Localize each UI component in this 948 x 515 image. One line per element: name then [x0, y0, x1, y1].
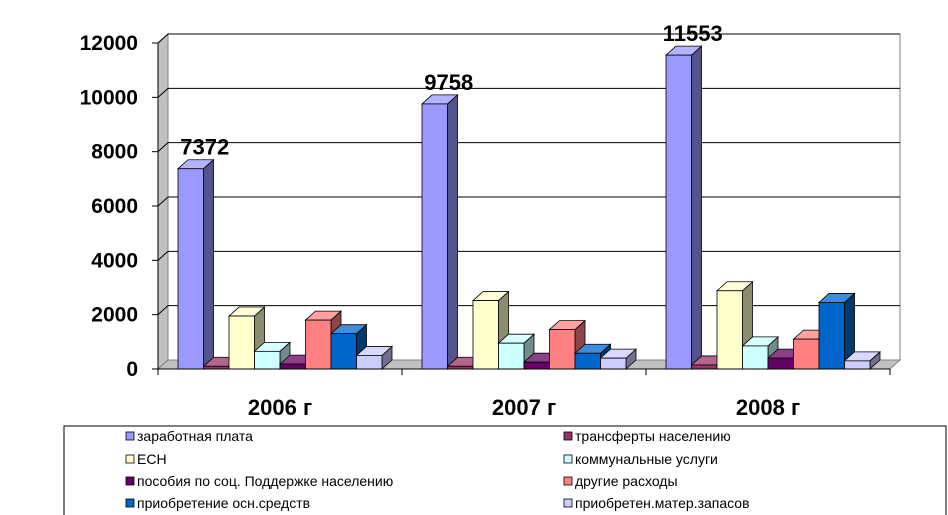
- legend-label: приобретение осн.средств: [137, 495, 310, 511]
- legend-swatch: [563, 498, 573, 508]
- legend-entry: другие расходы: [563, 473, 678, 489]
- y-tick-label: 12000: [80, 32, 138, 55]
- legend-entry: ЕСН: [125, 451, 167, 467]
- gridline-side: [157, 87, 169, 98]
- legend-label: коммунальные услуги: [575, 451, 718, 467]
- y-tick-label: 8000: [91, 141, 138, 164]
- legend-swatch: [125, 454, 135, 464]
- legend-swatch: [563, 454, 573, 464]
- y-tick-label: 2000: [91, 304, 138, 327]
- x-tick-label: 2006 г: [248, 395, 312, 420]
- legend-label: заработная плата: [137, 428, 253, 444]
- bar: [355, 345, 394, 370]
- data-labels: 7372 9758 11553: [180, 21, 722, 160]
- bar: [599, 348, 638, 370]
- legend-entry: заработная плата: [125, 428, 253, 444]
- bar: [664, 45, 703, 370]
- legend-swatch: [125, 476, 135, 486]
- y-tick-label: 4000: [91, 249, 138, 272]
- data-label: 11553: [663, 21, 723, 46]
- legend-entry: приобретение осн.средств: [125, 495, 310, 511]
- y-tick-label: 10000: [80, 86, 138, 109]
- gridline-side: [157, 250, 169, 261]
- data-label: 9758: [424, 70, 473, 95]
- legend-label: трансферты населению: [575, 428, 731, 444]
- x-tick-label: 2007 г: [492, 395, 556, 420]
- gridline-side: [157, 142, 169, 153]
- gridline-side: [157, 33, 169, 44]
- legend-label: другие расходы: [575, 473, 678, 489]
- gridline-side: [157, 305, 169, 316]
- y-tick-label: 6000: [91, 195, 138, 218]
- y-tick-label: 0: [126, 358, 138, 381]
- legend-swatch: [563, 476, 573, 486]
- bar: [420, 94, 459, 370]
- legend-entry: пособия по соц. Поддержке населению: [125, 473, 393, 489]
- chart-walls: [156, 32, 902, 371]
- gridlines: [157, 33, 900, 316]
- legend-label: пособия по соц. Поддержке населению: [137, 473, 393, 489]
- legend-swatch: [125, 498, 135, 508]
- legend-swatch: [125, 431, 135, 441]
- axes: 0 2000 4000 6000 8000 10000 12000 2006 г 2007 г 2…: [80, 32, 891, 420]
- gridline-side: [157, 196, 169, 207]
- legend-label: ЕСН: [137, 451, 167, 467]
- bar: [843, 350, 882, 370]
- bars: [176, 45, 882, 370]
- legend-entry: коммунальные услуги: [563, 451, 718, 467]
- legend-label: приобретен.матер.запасов: [575, 495, 750, 511]
- legend-box: [63, 425, 947, 515]
- legend-entry: приобретен.матер.запасов: [563, 495, 750, 511]
- data-label: 7372: [180, 135, 229, 160]
- legend: заработная плата трансферты населению ЕСН к…: [63, 425, 947, 515]
- x-tick-label: 2008 г: [736, 395, 800, 420]
- bar: [176, 158, 215, 370]
- legend-swatch: [563, 431, 573, 441]
- legend-entry: трансферты населению: [563, 428, 731, 444]
